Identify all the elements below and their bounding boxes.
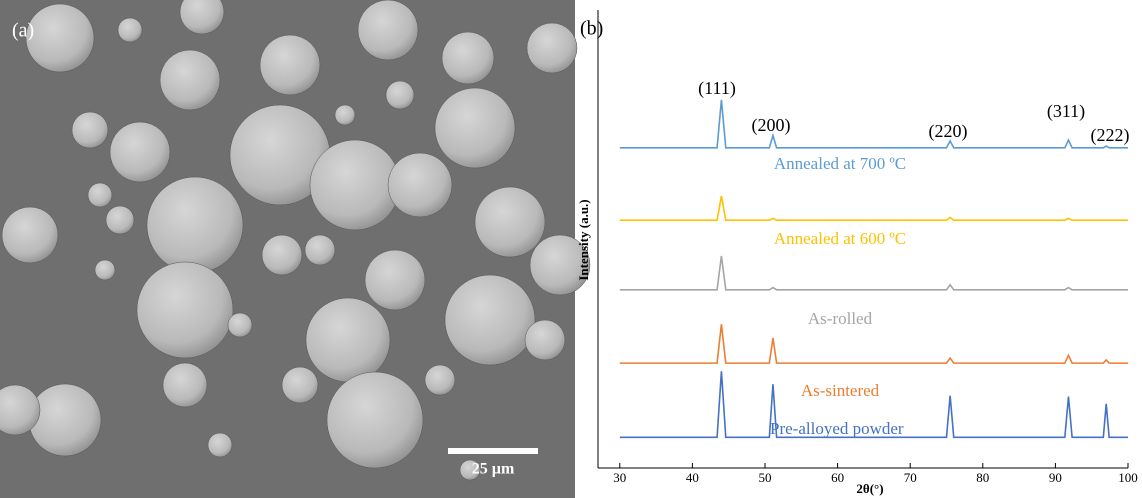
series-label: Annealed at 700 ºC: [774, 154, 906, 173]
peak-label: (111): [698, 78, 736, 99]
x-tick-label: 80: [976, 470, 989, 485]
y-axis-label: Intensity (a.u.): [576, 199, 591, 280]
series-label: Pre-alloyed powder: [770, 419, 904, 438]
series-label: Annealed at 600 ºC: [774, 229, 906, 248]
peak-label: (220): [929, 121, 968, 142]
series-label: As-sintered: [801, 381, 880, 400]
scale-bar-label: 25 µm: [472, 461, 515, 478]
panel-label: (a): [12, 20, 34, 42]
peak-label: (200): [752, 115, 791, 136]
series-label: As-rolled: [808, 309, 873, 328]
x-axis-label: 2θ(°): [856, 481, 883, 496]
x-tick-label: 100: [1118, 470, 1138, 485]
peak-label: (222): [1091, 125, 1130, 146]
panel-label: (b): [580, 18, 603, 40]
figure: 25 µm (a) (b) Intensity (a.u.) 2θ(°) (11…: [0, 0, 1142, 498]
xrd-chart: (b) Intensity (a.u.) 2θ(°) (111) (200) (…: [576, 10, 1138, 496]
peak-label: (311): [1047, 101, 1085, 122]
x-tick-label: 30: [613, 470, 626, 485]
x-tick-label: 40: [686, 470, 699, 485]
x-tick-label: 90: [1049, 470, 1062, 485]
xrd-trace: [620, 324, 1128, 363]
xrd-trace: [620, 256, 1128, 290]
x-tick-label: 70: [904, 470, 917, 485]
xrd-trace: [620, 196, 1128, 220]
x-tick-label: 50: [758, 470, 771, 485]
sem-image: 25 µm (a): [0, 0, 590, 498]
x-tick-label: 60: [831, 470, 844, 485]
